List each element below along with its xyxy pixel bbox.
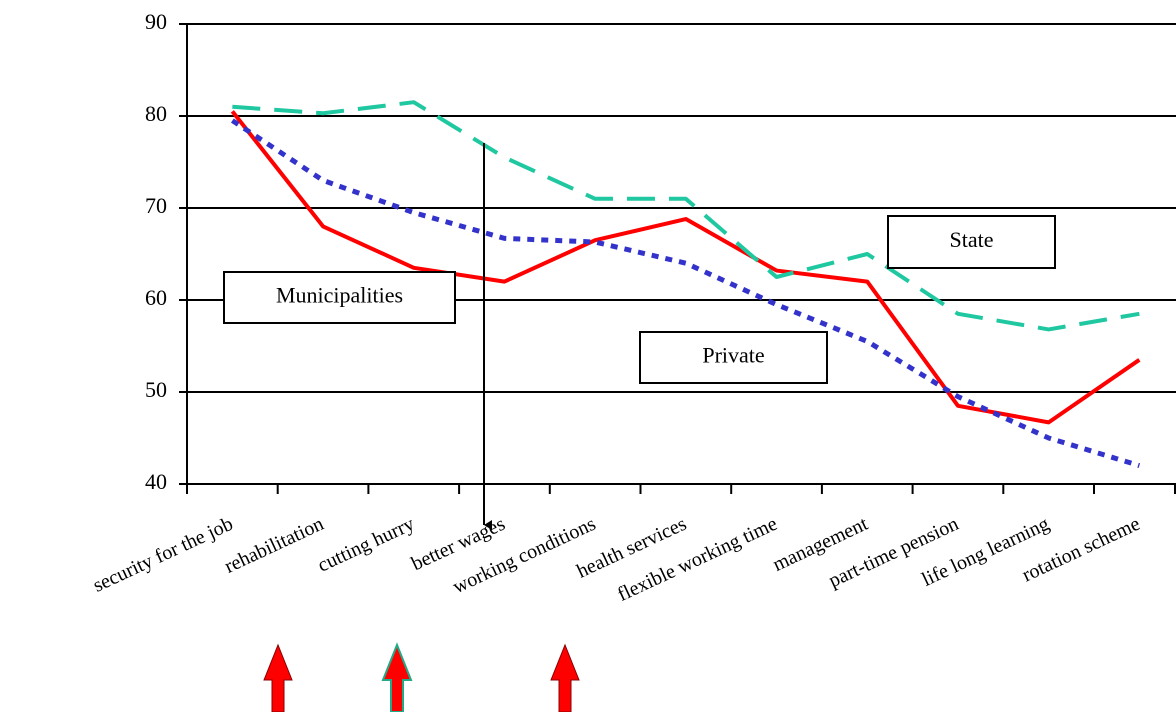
y-tick-label: 90 bbox=[145, 9, 167, 34]
legend-box bbox=[223, 271, 456, 324]
x-tick-label: rehabilitation bbox=[221, 513, 327, 578]
y-tick-label: 80 bbox=[145, 101, 167, 126]
y-tick-label: 70 bbox=[145, 193, 167, 218]
series-line bbox=[230, 110, 1141, 425]
y-tick-label: 60 bbox=[145, 285, 167, 310]
legend-label: Municipalities bbox=[276, 283, 403, 308]
legend-label: State bbox=[950, 227, 994, 252]
legend-box bbox=[887, 215, 1056, 269]
red-arrow bbox=[550, 643, 580, 712]
legend-label: Private bbox=[702, 343, 764, 368]
x-tick-label: cutting hurry bbox=[314, 513, 417, 577]
red-arrow bbox=[381, 642, 413, 712]
x-tick-label: flexible working time bbox=[614, 513, 780, 606]
y-tick-label: 50 bbox=[145, 377, 167, 402]
series-line bbox=[232, 100, 1140, 332]
red-arrow bbox=[263, 643, 293, 712]
series-line bbox=[230, 118, 1141, 468]
y-tick-label: 40 bbox=[145, 469, 167, 494]
legend-box bbox=[639, 331, 828, 384]
x-tick-label: security for the job bbox=[90, 513, 237, 597]
